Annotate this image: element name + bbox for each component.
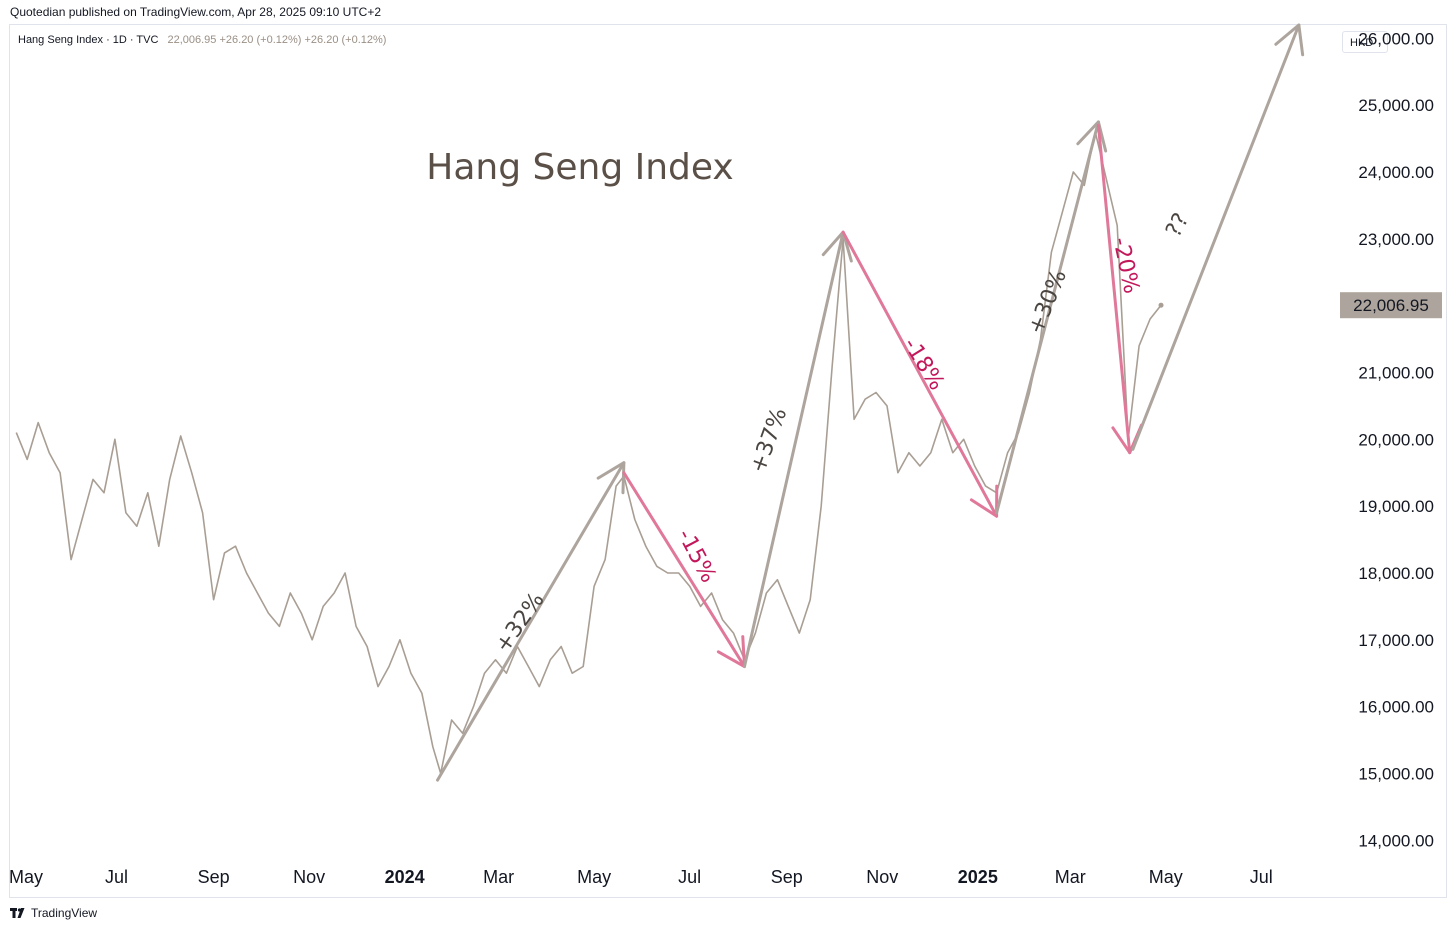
- price-series-line: [15, 131, 1162, 775]
- x-axis[interactable]: May Jul Sep Nov 2024 Mar May Jul Sep Nov 2025 Mar Ma…: [9, 867, 1273, 887]
- chart-frame: [9, 24, 1447, 898]
- gain-annotation: +32%: [491, 588, 550, 658]
- x-tick-label: 2024: [385, 867, 425, 887]
- footer-brand[interactable]: TradingView: [10, 906, 97, 920]
- y-tick-label: 18,000.00: [1358, 564, 1434, 583]
- gain-annotation: +30%: [1024, 266, 1072, 338]
- y-tick-label: 21,000.00: [1358, 363, 1434, 382]
- up-trend-arrow: [436, 461, 626, 782]
- y-tick-label: 16,000.00: [1358, 698, 1434, 717]
- x-tick-label: Jul: [1250, 867, 1273, 887]
- annotation-layer: +32%-15%+37%-18%+30%-20%??: [491, 209, 1195, 657]
- x-tick-label: Nov: [866, 867, 898, 887]
- gain-annotation: ??: [1161, 209, 1194, 241]
- y-tick-label: 24,000.00: [1358, 163, 1434, 182]
- publisher-line: Quotedian published on TradingView.com, …: [10, 5, 382, 19]
- down-trend-arrow: [622, 471, 746, 669]
- x-tick-label: Nov: [293, 867, 325, 887]
- y-tick-label: 15,000.00: [1358, 764, 1434, 783]
- y-axis: 14,000.00 15,000.00 16,000.00 17,000.00 18,0…: [1358, 29, 1434, 850]
- loss-annotation: -18%: [898, 334, 949, 395]
- x-tick-label: Jul: [105, 867, 128, 887]
- price-line-layer: [15, 131, 1164, 775]
- last-price-tag: 22,006.95: [1340, 292, 1442, 319]
- currency-button[interactable]: HKD: [1342, 31, 1388, 53]
- x-tick-label: Sep: [198, 867, 230, 887]
- up-trend-arrow: [1131, 23, 1305, 451]
- x-tick-label: May: [1149, 867, 1183, 887]
- y-tick-label: 20,000.00: [1358, 430, 1434, 449]
- y-tick-label: 17,000.00: [1358, 631, 1434, 650]
- y-tick-label: 26,000.00: [1358, 29, 1434, 48]
- symbol-legend[interactable]: Hang Seng Index · 1D · TVC 22,006.95 +26…: [18, 34, 386, 46]
- last-price-label: 22,006.95: [1353, 296, 1429, 315]
- y-tick-label: 19,000.00: [1358, 497, 1434, 516]
- arrow-layer: [436, 23, 1305, 782]
- x-tick-label: 2025: [958, 867, 998, 887]
- x-tick-label: May: [9, 867, 43, 887]
- down-trend-arrow: [841, 230, 999, 518]
- chart-title: Hang Seng Index: [426, 147, 733, 188]
- y-tick-label: 25,000.00: [1358, 96, 1434, 115]
- symbol-name[interactable]: Hang Seng Index · 1D · TVC: [18, 34, 159, 46]
- footer-brand-label: TradingView: [31, 906, 98, 920]
- y-tick-label: 14,000.00: [1358, 831, 1434, 850]
- x-tick-label: Mar: [1055, 867, 1086, 887]
- x-tick-label: Sep: [771, 867, 803, 887]
- x-tick-label: Mar: [483, 867, 514, 887]
- gain-annotation: +37%: [746, 405, 793, 477]
- tradingview-logo-icon: [10, 908, 25, 918]
- x-tick-label: May: [577, 867, 611, 887]
- last-price-dot: [1158, 302, 1164, 308]
- loss-annotation: -15%: [672, 525, 721, 587]
- x-tick-label: Jul: [678, 867, 701, 887]
- ohlc-values: 22,006.95 +26.20 (+0.12%) +26.20 (+0.12%…: [167, 34, 387, 46]
- up-trend-arrow: [995, 120, 1108, 515]
- y-tick-label: 23,000.00: [1358, 230, 1434, 249]
